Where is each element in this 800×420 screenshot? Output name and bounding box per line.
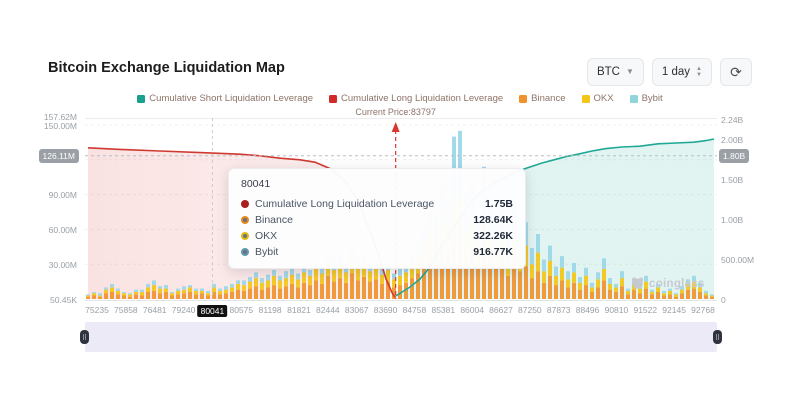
tooltip-series-label: OKX bbox=[255, 230, 278, 242]
y-axis-tick-label: 0 bbox=[721, 294, 726, 305]
legend-swatch-icon bbox=[581, 94, 590, 103]
x-axis-tick-label: 87250 bbox=[518, 305, 542, 315]
legend-label: OKX bbox=[593, 93, 614, 104]
y-axis-tick-label: 1.00B bbox=[721, 214, 744, 225]
x-axis-tick-label: 84758 bbox=[402, 305, 427, 315]
legend-label: Cumulative Long Liquidation Leverage bbox=[341, 93, 504, 104]
x-axis-tick-label: 81821 bbox=[287, 305, 311, 315]
x-axis-tick-label: 83690 bbox=[373, 305, 398, 315]
legend-label: Bybit bbox=[641, 93, 663, 104]
x-axis-tick-label: 75858 bbox=[114, 305, 138, 315]
x-axis-line bbox=[85, 300, 717, 301]
legend-swatch-icon bbox=[329, 94, 338, 103]
tooltip-series-label: Bybit bbox=[255, 246, 279, 258]
tooltip-series-label: Cumulative Long Liquidation Leverage bbox=[255, 198, 435, 210]
tooltip-series-value: 916.77K bbox=[473, 246, 513, 258]
refresh-button[interactable]: ⟳ bbox=[720, 58, 752, 86]
chart-tooltip: 80041 Cumulative Long Liquidation Levera… bbox=[228, 168, 526, 269]
watermark: coinglass bbox=[630, 276, 705, 291]
tooltip-series-value: 322.26K bbox=[473, 230, 513, 242]
legend-label: Binance bbox=[531, 93, 566, 104]
y-axis-tick-label: 2.24B bbox=[721, 115, 744, 126]
series-dot-icon bbox=[241, 216, 249, 224]
symbol-select[interactable]: BTC ▼ bbox=[586, 58, 644, 86]
tooltip-row: Bybit 916.77K bbox=[241, 246, 513, 258]
x-axis-tick-label: 85381 bbox=[431, 305, 456, 315]
chevron-down-icon: ▼ bbox=[625, 67, 634, 76]
left-y-axis: 126.11M 157.62M150.00M120.00M90.00M60.00… bbox=[0, 112, 81, 305]
x-axis: 75235 75858 76481 79240 80041 80575 81198 81821… bbox=[85, 305, 717, 319]
x-axis-tick-label: 80575 bbox=[229, 305, 254, 315]
legend-label: Cumulative Short Liquidation Leverage bbox=[149, 93, 314, 104]
left-axis-pointer-badge: 126.11M bbox=[38, 148, 79, 163]
legend-item[interactable]: Binance bbox=[519, 93, 566, 104]
x-axis-tick-label: 81198 bbox=[258, 305, 282, 315]
x-axis-tick-label: 86004 bbox=[460, 305, 484, 315]
period-select-value: 1 day bbox=[661, 66, 691, 78]
y-axis-tick-label: 50.45K bbox=[50, 294, 77, 305]
y-axis-tick-label: 2.00B bbox=[721, 134, 744, 145]
x-axis-tick-label: 86627 bbox=[489, 305, 513, 315]
y-axis-tick-label: 90.00M bbox=[48, 190, 77, 201]
x-axis-tick-label: 92145 bbox=[662, 305, 686, 315]
y-axis-tick-label: 1.50B bbox=[721, 174, 744, 185]
period-select[interactable]: 1 day ▲ ▼ bbox=[651, 58, 712, 86]
tooltip-series-value: 1.75B bbox=[484, 198, 513, 210]
x-axis-tick-label: 92768 bbox=[691, 305, 715, 315]
x-axis-tick-label: 90810 bbox=[604, 305, 629, 315]
tooltip-series-value: 128.64K bbox=[473, 214, 513, 226]
chart-legend: Cumulative Short Liquidation Leverage Cum… bbox=[0, 93, 800, 104]
zoom-scrollbar[interactable] bbox=[80, 322, 722, 352]
scrollbar-left-handle[interactable] bbox=[80, 330, 89, 344]
x-axis-tick-label: 79240 bbox=[171, 305, 196, 315]
tooltip-title: 80041 bbox=[241, 178, 271, 190]
x-axis-tick-label: 76481 bbox=[142, 305, 167, 315]
current-price-arrow-icon bbox=[391, 122, 400, 132]
refresh-icon: ⟳ bbox=[730, 63, 742, 80]
symbol-select-value: BTC bbox=[596, 66, 620, 78]
legend-item[interactable]: Bybit bbox=[629, 93, 663, 104]
legend-swatch-icon bbox=[629, 94, 638, 103]
series-dot-icon bbox=[241, 248, 249, 256]
current-price-label: Current Price:83797 bbox=[355, 107, 436, 117]
y-axis-tick-label: 500.00M bbox=[721, 254, 755, 265]
x-axis-tick-label: 91522 bbox=[633, 305, 658, 315]
y-axis-tick-label: 30.00M bbox=[48, 259, 77, 270]
tooltip-row: Binance 128.64K bbox=[241, 214, 513, 226]
x-axis-tick-label: 82444 bbox=[316, 305, 340, 315]
tooltip-series-label: Binance bbox=[255, 214, 293, 226]
tooltip-row: OKX 322.26K bbox=[241, 230, 513, 242]
y-axis-tick-label: 150.00M bbox=[43, 120, 77, 131]
right-y-axis: 1.80B 2.24B 2.00B 1.50B 1.00B 500.00M 0 bbox=[719, 115, 791, 305]
series-dot-icon bbox=[241, 232, 249, 240]
coinglass-bear-icon bbox=[631, 277, 644, 289]
legend-item[interactable]: Cumulative Short Liquidation Leverage bbox=[137, 93, 313, 104]
page-title: Bitcoin Exchange Liquidation Map bbox=[48, 60, 285, 76]
stepper-up-down-icon: ▲ ▼ bbox=[696, 66, 702, 78]
x-axis-tick-label: 88496 bbox=[575, 305, 600, 315]
y-axis-tick-label: 60.00M bbox=[48, 224, 77, 235]
y-axis-tick-label: 157.62M bbox=[43, 111, 77, 122]
tooltip-rows: Cumulative Long Liquidation Leverage 1.75… bbox=[241, 198, 513, 258]
right-axis-pointer-badge: 1.80B bbox=[719, 148, 750, 163]
legend-swatch-icon bbox=[519, 94, 528, 103]
legend-swatch-icon bbox=[137, 94, 146, 103]
chart-controls: BTC ▼ 1 day ▲ ▼ ⟳ bbox=[586, 58, 752, 86]
x-axis-tick-label: 83067 bbox=[344, 305, 369, 315]
legend-item[interactable]: OKX bbox=[581, 93, 614, 104]
legend-item[interactable]: Cumulative Long Liquidation Leverage bbox=[329, 93, 503, 104]
x-axis-tick-label: 75235 bbox=[85, 305, 109, 315]
x-axis-tick-label: 87873 bbox=[546, 305, 571, 315]
tooltip-row: Cumulative Long Liquidation Leverage 1.75… bbox=[241, 198, 513, 210]
scrollbar-right-handle[interactable] bbox=[713, 330, 722, 344]
watermark-text: coinglass bbox=[649, 277, 705, 290]
series-dot-icon bbox=[241, 200, 249, 208]
x-axis-tick-label: 80041 bbox=[197, 305, 228, 317]
